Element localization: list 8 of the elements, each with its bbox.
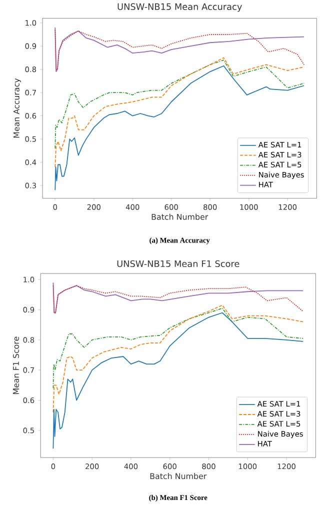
line-series (54, 65, 305, 191)
line-series (54, 60, 305, 149)
chart-title: UNSW-NB15 Mean F1 Score (118, 260, 240, 268)
line-series (52, 308, 304, 389)
chart-title: UNSW-NB15 Mean Accuracy (118, 3, 242, 12)
line-series (52, 304, 304, 413)
line-series (54, 57, 305, 168)
line-series (52, 312, 304, 449)
